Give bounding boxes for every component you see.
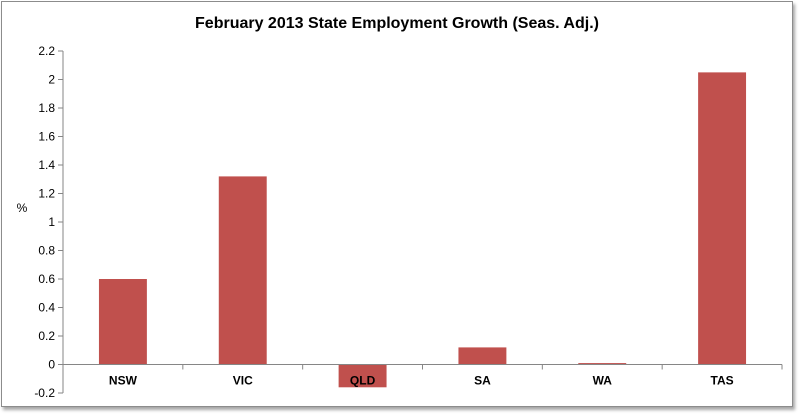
bar-tas <box>698 72 747 365</box>
chart-title: February 2013 State Employment Growth (S… <box>195 15 599 32</box>
bar-nsw <box>98 279 147 365</box>
y-tick-label: 1.8 <box>38 101 55 115</box>
y-tick-label: 0 <box>48 358 55 372</box>
y-tick-label: 0.6 <box>38 272 55 286</box>
y-tick-label: 0.8 <box>38 244 55 258</box>
x-axis-labels: NSW VIC QLD SA WA TAS <box>109 374 734 388</box>
bar-wa <box>578 363 627 365</box>
x-tick-label: QLD <box>350 374 376 388</box>
y-tick-label: 2 <box>48 73 55 87</box>
y-tick-label: 1.2 <box>38 187 55 201</box>
x-tick-label: WA <box>593 374 613 388</box>
y-tick-label: -0.2 <box>34 386 55 400</box>
y-axis-ticks: -0.2 0 0.2 0.4 0.6 0.8 1 1.2 1.4 1.6 1.8 2 2.2 <box>34 44 63 400</box>
bars <box>98 72 747 388</box>
y-tick-label: 0.4 <box>38 301 55 315</box>
x-tick-label: VIC <box>233 374 253 388</box>
y-tick-label: 2.2 <box>38 44 55 58</box>
y-tick-label: 1.4 <box>38 158 55 172</box>
y-axis-label: % <box>17 201 28 215</box>
bar-vic <box>218 176 267 365</box>
bar-qld <box>338 364 387 388</box>
bar-sa <box>458 347 507 365</box>
y-tick-label: 1 <box>48 215 55 229</box>
x-tick-label: SA <box>474 374 491 388</box>
y-tick-label: 1.6 <box>38 130 55 144</box>
x-tick-label: TAS <box>711 374 734 388</box>
y-tick-label: 0.2 <box>38 329 55 343</box>
axes <box>62 51 783 393</box>
x-tick-label: NSW <box>109 374 138 388</box>
